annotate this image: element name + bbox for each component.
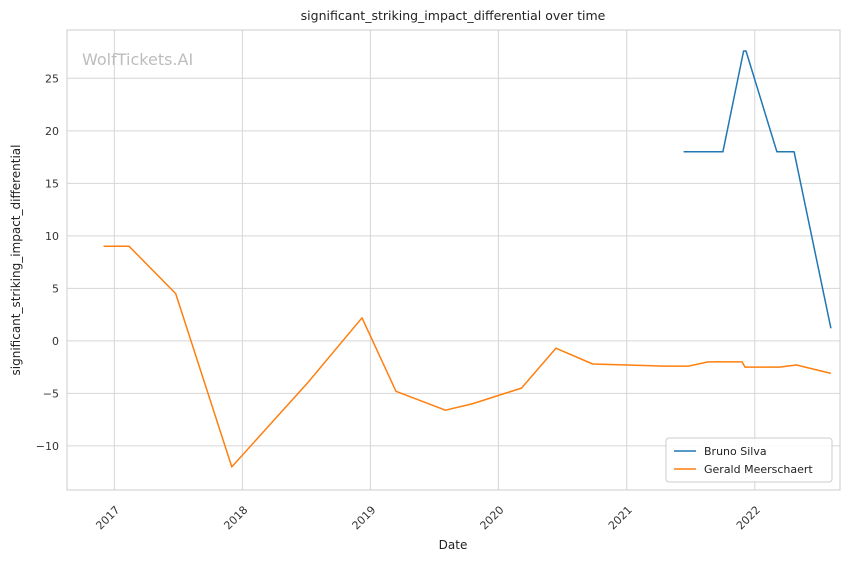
y-tick-label: 5 (52, 282, 59, 295)
y-tick-label: −10 (36, 440, 59, 453)
grid (67, 30, 840, 490)
y-tick-label: −5 (43, 387, 59, 400)
y-tick-label: 15 (45, 177, 59, 190)
plot-frame (66, 29, 841, 491)
watermark: WolfTickets.AI (82, 50, 193, 69)
series-line-gerald-meerschaert (103, 245, 832, 468)
legend-label: Gerald Meerschaert (704, 463, 813, 476)
y-tick-label: 20 (45, 125, 59, 138)
y-tick-label: 10 (45, 230, 59, 243)
y-axis-title: significant_striking_impact_differential (9, 145, 23, 376)
y-tick-label: 25 (45, 72, 59, 85)
series-line-bruno-silva (683, 50, 832, 329)
chart-title: significant_striking_impact_differential… (301, 8, 606, 23)
series-layer (103, 50, 832, 468)
legend-label: Bruno Silva (704, 445, 767, 458)
y-tick-label: 0 (52, 335, 59, 348)
legend-box (665, 437, 833, 483)
x-axis-title: Date (439, 538, 468, 552)
legend: Bruno Silva Gerald Meerschaert (665, 437, 833, 483)
